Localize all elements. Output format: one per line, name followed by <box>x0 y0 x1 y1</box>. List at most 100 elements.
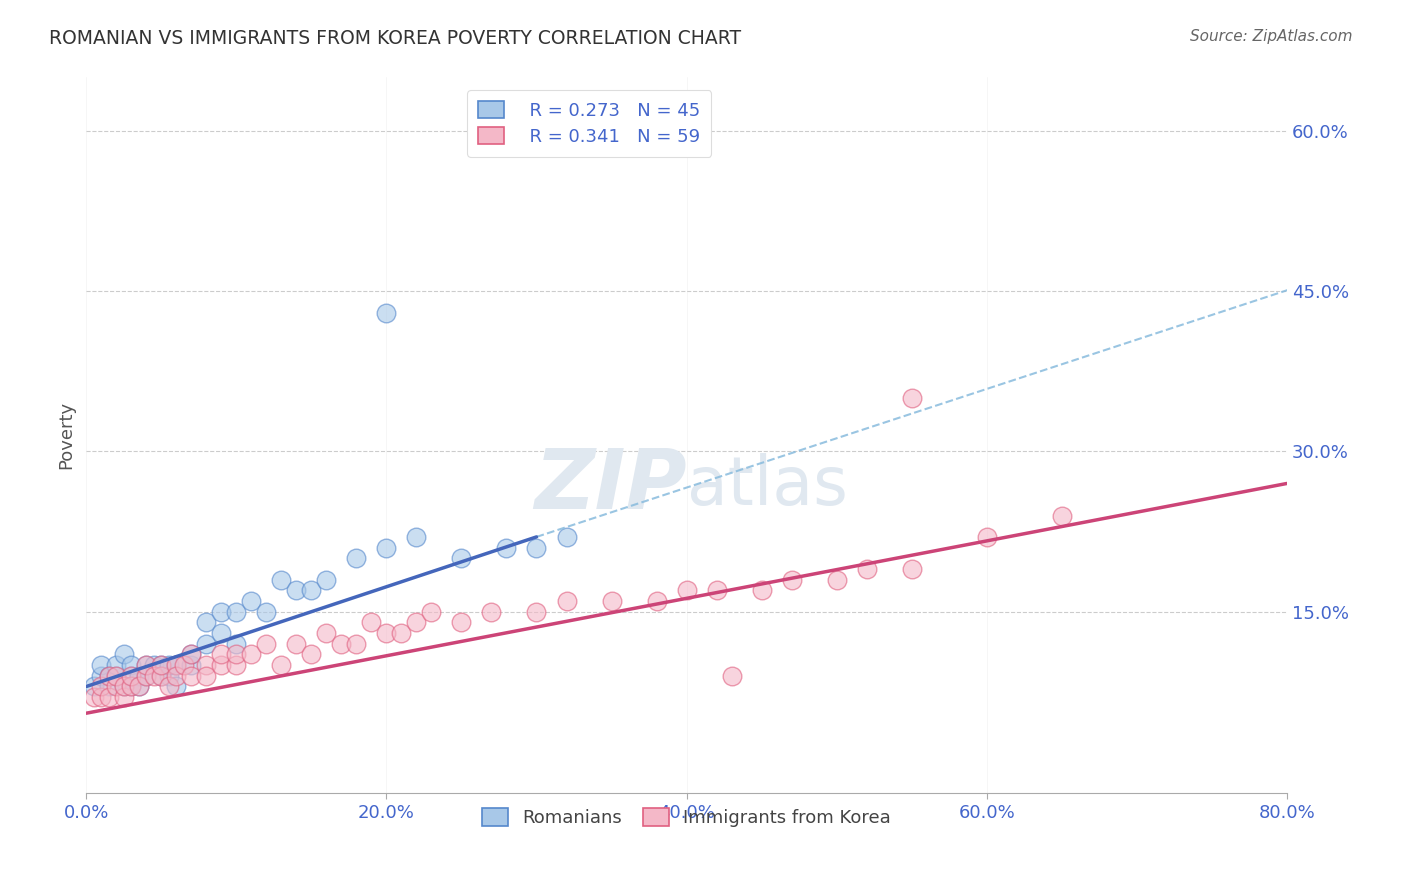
Point <box>195 615 218 630</box>
Point <box>150 669 173 683</box>
Point <box>405 530 427 544</box>
Point <box>481 605 503 619</box>
Point <box>135 669 157 683</box>
Point <box>299 648 322 662</box>
Point <box>105 680 128 694</box>
Point <box>391 626 413 640</box>
Point <box>165 680 187 694</box>
Text: ZIP: ZIP <box>534 445 686 526</box>
Point <box>1050 508 1073 523</box>
Text: ROMANIAN VS IMMIGRANTS FROM KOREA POVERTY CORRELATION CHART: ROMANIAN VS IMMIGRANTS FROM KOREA POVERT… <box>49 29 741 47</box>
Point <box>825 573 848 587</box>
Point <box>157 680 180 694</box>
Point <box>120 658 142 673</box>
Point <box>900 562 922 576</box>
Point <box>706 583 728 598</box>
Point <box>855 562 877 576</box>
Point <box>270 658 292 673</box>
Point <box>360 615 382 630</box>
Point <box>285 637 308 651</box>
Point <box>450 615 472 630</box>
Point <box>209 658 232 673</box>
Point <box>405 615 427 630</box>
Point <box>900 391 922 405</box>
Point <box>180 648 202 662</box>
Point <box>315 626 337 640</box>
Point <box>165 658 187 673</box>
Point <box>195 669 218 683</box>
Point <box>555 594 578 608</box>
Point <box>555 530 578 544</box>
Point <box>112 648 135 662</box>
Point <box>180 648 202 662</box>
Point <box>90 658 112 673</box>
Point <box>105 669 128 683</box>
Point <box>135 669 157 683</box>
Point <box>90 669 112 683</box>
Text: Source: ZipAtlas.com: Source: ZipAtlas.com <box>1189 29 1353 44</box>
Point <box>976 530 998 544</box>
Point <box>97 680 120 694</box>
Point <box>495 541 517 555</box>
Point <box>254 637 277 651</box>
Point <box>225 648 247 662</box>
Point <box>180 669 202 683</box>
Legend: Romanians, Immigrants from Korea: Romanians, Immigrants from Korea <box>475 801 898 834</box>
Point <box>285 583 308 598</box>
Point <box>209 626 232 640</box>
Point <box>209 648 232 662</box>
Point <box>780 573 803 587</box>
Point <box>120 680 142 694</box>
Point <box>751 583 773 598</box>
Point <box>720 669 742 683</box>
Point <box>128 669 150 683</box>
Point <box>142 669 165 683</box>
Point <box>150 658 173 673</box>
Point <box>112 690 135 705</box>
Point <box>344 551 367 566</box>
Point <box>526 541 548 555</box>
Point <box>195 637 218 651</box>
Point <box>195 658 218 673</box>
Point <box>299 583 322 598</box>
Point <box>209 605 232 619</box>
Point <box>254 605 277 619</box>
Point <box>330 637 353 651</box>
Point <box>173 658 195 673</box>
Point <box>225 658 247 673</box>
Point <box>120 680 142 694</box>
Point <box>225 637 247 651</box>
Point <box>128 680 150 694</box>
Point <box>157 669 180 683</box>
Point <box>240 594 263 608</box>
Text: atlas: atlas <box>686 452 848 518</box>
Point <box>83 680 105 694</box>
Point <box>157 658 180 673</box>
Point <box>128 680 150 694</box>
Point <box>225 605 247 619</box>
Point <box>315 573 337 587</box>
Point <box>112 680 135 694</box>
Point <box>150 669 173 683</box>
Point <box>180 658 202 673</box>
Point <box>105 658 128 673</box>
Point <box>112 680 135 694</box>
Point <box>105 669 128 683</box>
Point <box>270 573 292 587</box>
Point <box>344 637 367 651</box>
Point <box>165 658 187 673</box>
Point <box>375 305 398 319</box>
Point <box>165 669 187 683</box>
Point <box>135 658 157 673</box>
Point <box>240 648 263 662</box>
Point <box>120 669 142 683</box>
Point <box>97 669 120 683</box>
Point <box>450 551 472 566</box>
Point <box>142 658 165 673</box>
Point <box>375 541 398 555</box>
Point <box>526 605 548 619</box>
Y-axis label: Poverty: Poverty <box>58 401 75 469</box>
Point <box>83 690 105 705</box>
Point <box>97 669 120 683</box>
Point <box>90 690 112 705</box>
